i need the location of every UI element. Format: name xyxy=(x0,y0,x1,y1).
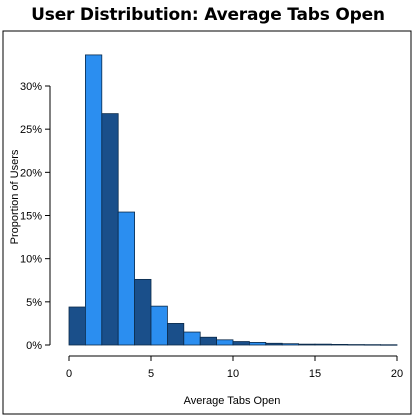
y-tick-label: 10% xyxy=(20,254,42,266)
plot-frame xyxy=(2,30,412,415)
chart-title: User Distribution: Average Tabs Open xyxy=(31,5,385,25)
x-tick-label: 5 xyxy=(148,368,154,380)
histogram-bar xyxy=(101,113,119,346)
histogram-bar xyxy=(380,344,398,346)
bars-group xyxy=(68,54,398,346)
y-tick-label: 30% xyxy=(20,81,42,93)
histogram-bar xyxy=(68,306,86,346)
x-axis-title: Average Tabs Open xyxy=(184,395,281,407)
x-axis: 0 5 10 15 20 xyxy=(66,355,403,380)
histogram-bar xyxy=(314,343,332,346)
y-tick-label: 20% xyxy=(20,167,42,179)
histogram-bar xyxy=(150,305,168,346)
histogram-bar xyxy=(117,211,135,346)
y-axis-title: Proportion of Users xyxy=(9,149,21,244)
x-tick-label: 10 xyxy=(227,368,239,380)
x-tick-label: 0 xyxy=(66,368,72,380)
histogram-bar xyxy=(330,343,349,346)
x-tick-label: 20 xyxy=(391,368,403,380)
histogram-bar xyxy=(248,342,267,346)
histogram-bar xyxy=(199,336,217,346)
histogram-bar xyxy=(347,344,365,346)
histogram-bar xyxy=(166,323,185,346)
histogram-bar xyxy=(183,331,201,346)
histogram-bar xyxy=(232,341,250,346)
y-tick-label: 25% xyxy=(20,124,42,136)
histogram-bar xyxy=(134,278,152,346)
histogram-bar xyxy=(298,343,316,346)
y-tick-label: 0% xyxy=(26,340,42,352)
x-tick-label: 15 xyxy=(309,368,321,380)
y-axis: 0% 5% 10% 15% 20% 25% 30% xyxy=(20,81,51,352)
y-tick-label: 15% xyxy=(20,211,42,223)
histogram-bar xyxy=(216,339,234,346)
y-tick-label: 5% xyxy=(26,297,42,309)
histogram-bar xyxy=(363,344,382,346)
histogram-bar xyxy=(85,54,103,346)
histogram-bar xyxy=(265,342,283,346)
histogram-bar xyxy=(281,343,300,346)
